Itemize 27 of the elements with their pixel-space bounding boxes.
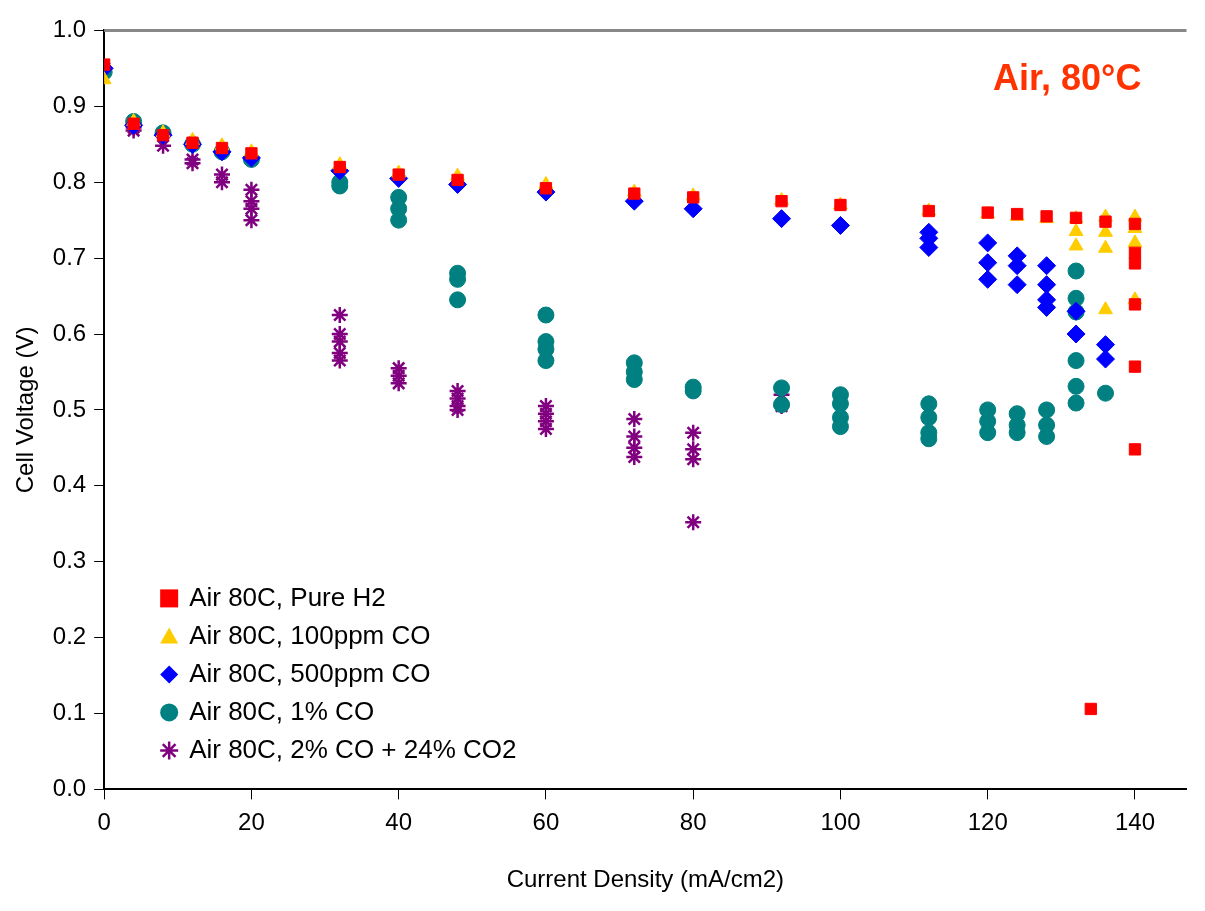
y-tick-label: 0.4 (52, 470, 87, 498)
x-tick-label: 20 (238, 808, 265, 836)
x-axis-title: Current Density (mA/cm2) (506, 865, 785, 893)
x-tick-label: 0 (97, 808, 111, 836)
x-tick-label: 80 (679, 808, 707, 836)
legend-label: Air 80C, 100ppm CO (189, 619, 431, 650)
y-tick-label: 0.3 (52, 546, 87, 574)
legend-label: Air 80C, 500ppm CO (189, 657, 431, 688)
legend-label: Air 80C, 2% CO + 24% CO2 (189, 733, 517, 764)
y-tick-label: 0.0 (52, 774, 87, 802)
y-tick-label: 0.7 (52, 242, 87, 270)
x-tick-label: 40 (385, 808, 413, 836)
y-tick-label: 0.5 (52, 394, 87, 422)
y-tick-label: 1.0 (52, 15, 87, 43)
legend-label: Air 80C, Pure H2 (189, 581, 386, 612)
y-tick-label: 0.9 (52, 90, 87, 118)
x-tick-label: 100 (820, 808, 861, 836)
y-tick-label: 0.6 (52, 318, 87, 346)
x-tick-label: 120 (967, 808, 1008, 836)
y-tick-label: 0.1 (52, 698, 87, 726)
annotation: Air, 80°C (993, 57, 1142, 99)
y-tick-label: 0.2 (52, 622, 87, 650)
legend-label: Air 80C, 1% CO (189, 695, 375, 726)
y-tick-label: 0.8 (52, 166, 87, 194)
y-axis-title: Cell Voltage (V) (11, 326, 39, 494)
x-tick-label: 60 (532, 808, 560, 836)
x-tick-label: 140 (1114, 808, 1155, 836)
